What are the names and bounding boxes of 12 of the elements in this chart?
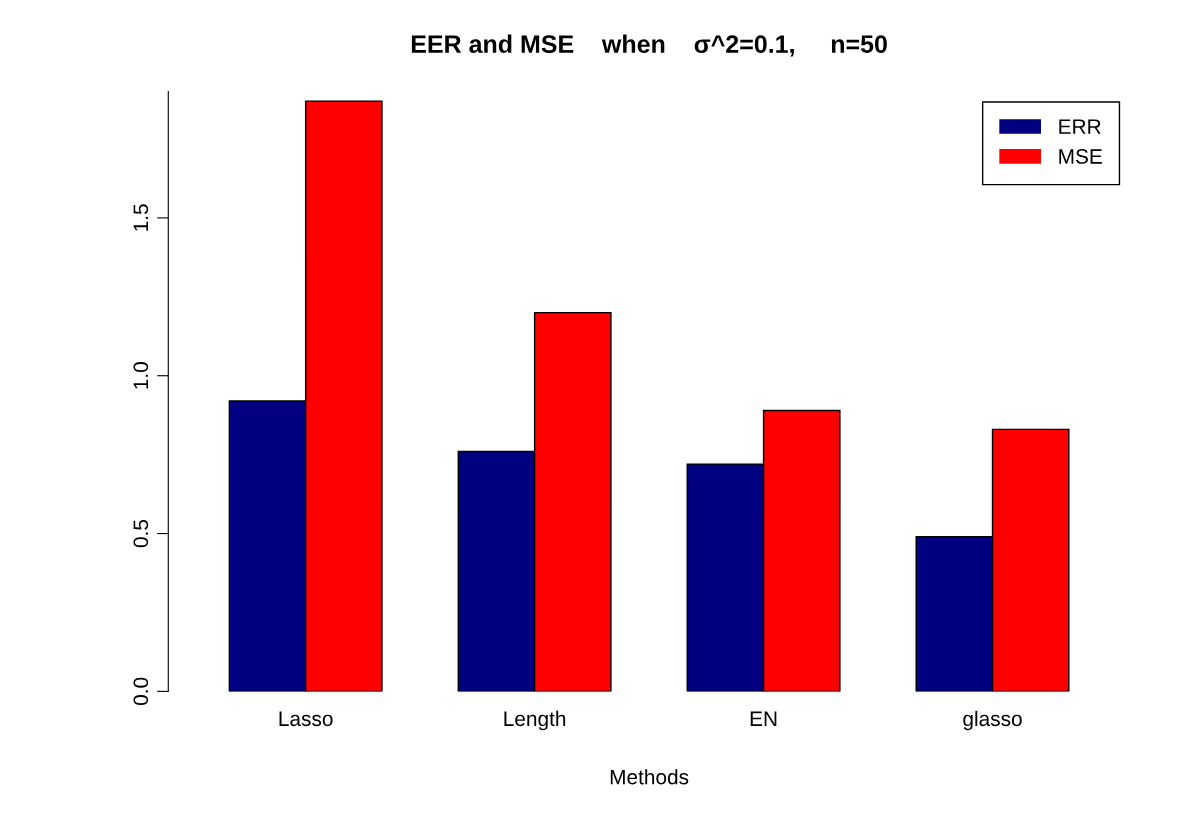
- y-tick-label: 0.5: [133, 519, 149, 548]
- x-tick-label: Length: [504, 710, 566, 731]
- y-tick-label: 0.0: [133, 677, 149, 706]
- x-tick-label: EN: [750, 711, 777, 726]
- chart-title: EER and MSE when σ^2=0.1, n=50: [411, 34, 887, 57]
- y-tick-label: 1.5: [133, 204, 149, 231]
- x-tick-label: Lasso: [279, 711, 333, 727]
- x-axis-title: Methods: [610, 769, 689, 785]
- x-tick-label: glasso: [963, 710, 1022, 731]
- legend-label: ERR: [1059, 119, 1101, 134]
- y-tick-label: 1.0: [133, 362, 149, 389]
- legend-label: MSE: [1059, 149, 1102, 164]
